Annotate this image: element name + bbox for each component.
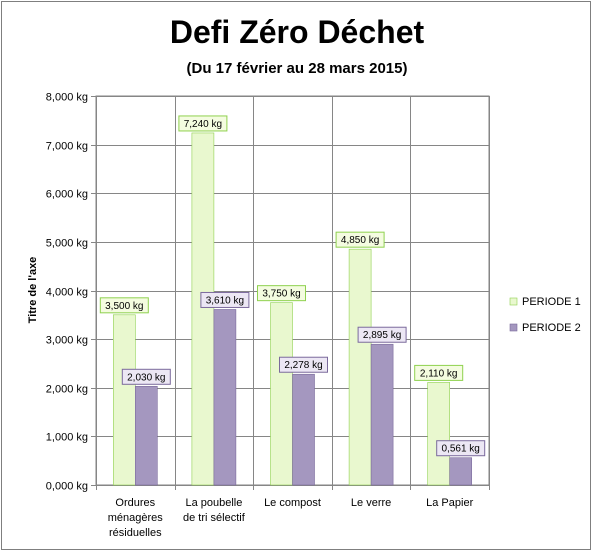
data-label: 2,278 kg [284, 360, 322, 371]
data-label-box [121, 368, 171, 385]
data-label: 4,850 kg [341, 235, 379, 246]
legend: PERIODE 1 PERIODE 2 [509, 296, 581, 334]
data-label-box [200, 291, 250, 308]
x-tick-label: La poubelle de tri sélectif [183, 497, 246, 524]
data-label: 2,110 kg [420, 368, 458, 379]
axis-layer: 0,000 kg 1,000 kg 2,000 kg 3,000 kg 4,000 kg… [46, 92, 490, 539]
chart-title: Defi Zéro Déchet [169, 14, 425, 50]
x-tick-label-line: de tri sélectif [183, 512, 246, 524]
y-tick-label: 2,000 kg [46, 384, 88, 396]
bar [213, 309, 237, 486]
bar [292, 373, 315, 486]
x-tick-label: La Papier [426, 497, 473, 509]
bar [348, 248, 372, 486]
x-tick-label-line: Ordures [115, 497, 155, 509]
bar [427, 382, 451, 486]
y-tick-label: 0,000 kg [46, 481, 88, 493]
legend-label: PERIODE 1 [522, 296, 581, 308]
data-label: 3,500 kg [105, 301, 143, 312]
x-tick-label: Le compost [264, 497, 321, 509]
bar [270, 302, 293, 486]
data-labels-layer: 3,500 kg 7,240 kg 3,750 kg 4,850 kg 2,110 kg… [99, 115, 486, 457]
data-label-box [257, 285, 306, 302]
data-label: 0,561 kg [442, 444, 480, 455]
x-tick-label-line: ménagères [108, 512, 164, 524]
bar [191, 132, 215, 486]
data-label: 7,240 kg [184, 119, 222, 130]
y-tick-label: 4,000 kg [46, 287, 88, 299]
legend-swatch [509, 297, 518, 306]
bar [113, 314, 136, 486]
data-label: 3,750 kg [262, 289, 300, 300]
y-tick-label: 3,000 kg [46, 335, 88, 347]
y-tick-label: 6,000 kg [46, 189, 88, 201]
data-label-box [335, 231, 385, 248]
y-tick-label: 8,000 kg [46, 92, 88, 104]
y-tick-label: 1,000 kg [46, 432, 88, 444]
x-tick-label: Ordures ménagères résiduelles [108, 497, 164, 539]
x-tick-label-line: Le verre [351, 497, 391, 509]
y-axis-title: Titre de l'axe [27, 257, 39, 324]
bar [135, 385, 158, 486]
bar [370, 343, 394, 486]
data-label-box [178, 115, 228, 132]
data-label-box [279, 356, 328, 373]
data-label: 3,610 kg [206, 295, 244, 306]
data-label-box [357, 326, 407, 343]
x-tick-label-line: La poubelle [185, 497, 242, 509]
x-tick-label-line: Le compost [264, 497, 321, 509]
x-tick-label-line: résiduelles [109, 527, 162, 539]
y-tick-label: 7,000 kg [46, 141, 88, 153]
data-label-box [99, 297, 149, 314]
legend-label: PERIODE 2 [522, 322, 581, 334]
data-label-box [436, 440, 486, 457]
data-label-box [414, 364, 464, 381]
x-tick-label-line: La Papier [426, 497, 473, 509]
legend-swatch [509, 323, 518, 332]
chart-subtitle: (Du 17 février au 28 mars 2015) [186, 60, 408, 77]
data-label: 2,030 kg [127, 372, 165, 383]
bars-layer [113, 132, 473, 486]
bar [449, 457, 473, 486]
y-tick-label: 5,000 kg [46, 238, 88, 250]
data-label: 2,895 kg [363, 330, 401, 341]
x-tick-label: Le verre [351, 497, 391, 509]
